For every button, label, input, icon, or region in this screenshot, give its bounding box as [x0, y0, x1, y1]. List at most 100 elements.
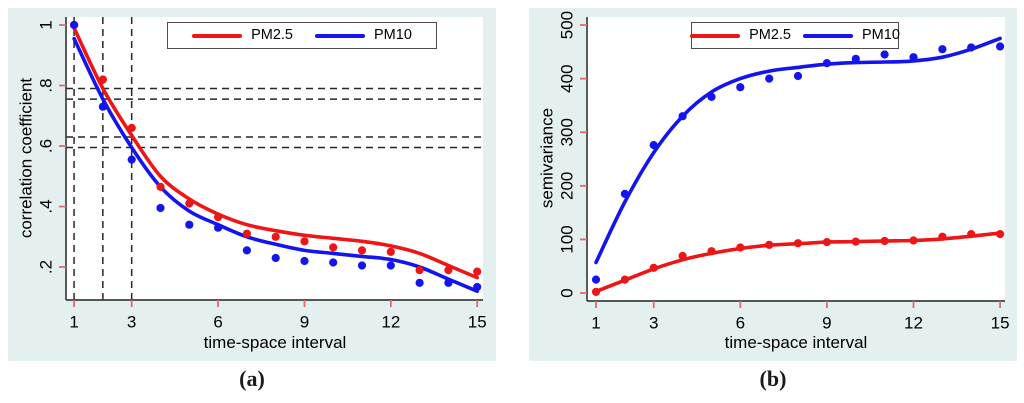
chart-a-canvas: 1 .8 .6 .4 .2 1 3 6 9 12 15	[37, 17, 487, 332]
pm25-data-point	[156, 182, 165, 191]
pm10-smooth-line	[72, 36, 479, 293]
pm10-data-point	[765, 74, 774, 83]
pm25-data-point	[765, 240, 774, 249]
pm25-data-point	[415, 266, 424, 275]
pm25-data-point	[620, 275, 629, 284]
y-tick-label: .4	[37, 199, 56, 213]
pm10-data-point	[242, 246, 251, 255]
legend-label-pm10: PM10	[374, 27, 412, 44]
pm25-data-point	[707, 247, 716, 256]
pm10-data-point	[156, 203, 165, 213]
pm10-data-point	[938, 45, 947, 54]
pm25-data-point	[357, 246, 367, 255]
pm10-data-point	[127, 155, 136, 164]
pm10-data-point	[70, 20, 79, 30]
chart-a-y-axis-title: correlation coefficient	[16, 77, 36, 239]
pm25-data-point	[214, 213, 223, 222]
pm10-data-point	[444, 278, 453, 287]
chart-a-legend: PM2.5 PM10	[167, 22, 437, 49]
pm10-data-point	[793, 71, 803, 81]
pm25-data-point	[185, 199, 194, 208]
pm25-data-point	[271, 232, 280, 241]
pm25-data-point	[591, 287, 601, 296]
pm10-data-point	[214, 223, 223, 232]
pm25-data-point	[938, 232, 947, 241]
pm10-smooth-line	[594, 36, 1002, 265]
x-tick-label: 1	[591, 314, 600, 333]
pm25-data-point	[880, 236, 889, 246]
y-tick-label: 100	[558, 225, 577, 253]
pm25-smooth-line	[72, 26, 479, 280]
pm25-data-point	[967, 230, 976, 239]
x-tick-label: 15	[468, 313, 487, 332]
pm10-data-point	[415, 278, 424, 287]
pm25-data-point	[909, 236, 918, 245]
pm10-data-point	[473, 282, 482, 292]
pm10-line-sample-icon	[803, 33, 854, 38]
pm10-data-point	[996, 42, 1005, 51]
y-tick-label: 1	[37, 20, 56, 29]
y-tick-label: 300	[558, 118, 577, 146]
x-tick-label: 3	[649, 314, 658, 333]
legend-entry-pm10: PM10	[315, 28, 412, 43]
chart-b-x-axis-title: time-space interval	[724, 333, 868, 352]
pm10-data-point	[620, 189, 629, 198]
pm10-data-point	[851, 54, 860, 63]
pm25-line-sample-icon	[192, 33, 243, 38]
pm10-data-point	[98, 102, 107, 111]
pm25-data-point	[444, 266, 453, 275]
x-tick-label: 6	[213, 313, 222, 332]
pm25-data-point	[127, 123, 136, 132]
pm25-data-point	[996, 230, 1005, 239]
x-tick-label: 12	[381, 313, 400, 332]
y-tick-label: .2	[37, 260, 56, 274]
pm10-data-point	[300, 256, 309, 266]
pm10-data-point	[329, 258, 338, 267]
y-tick-label: .8	[37, 78, 56, 92]
pm10-data-point	[736, 83, 745, 92]
chart-b-y-axis-title: semivariance	[537, 107, 557, 209]
pm25-data-point	[736, 243, 745, 252]
caption-b: (b)	[759, 366, 787, 391]
legend-label-pm25: PM2.5	[749, 27, 792, 44]
x-tick-label: 1	[69, 313, 78, 332]
y-tick-label: 0	[558, 288, 577, 297]
pm10-data-point	[591, 275, 601, 284]
chart-b-legend: PM2.5 PM10	[690, 22, 900, 49]
caption-a: (a)	[239, 366, 265, 391]
legend-label-pm25: PM2.5	[251, 27, 294, 44]
pm25-data-point	[242, 229, 251, 238]
plot-area	[587, 17, 1005, 301]
legend-entry-pm10: PM10	[803, 28, 900, 43]
pm25-data-point	[329, 243, 338, 252]
chart-panel-b: 0 100 200 300 400 500 1 3 6 9 12 15 PM2.5 PM10 semi…	[529, 8, 1017, 361]
pm10-data-point	[185, 220, 194, 229]
pm25-data-point	[300, 237, 309, 246]
pm25-data-point	[649, 263, 658, 272]
chart-panel-a: 1 .8 .6 .4 .2 1 3 6 9 12 15 PM2.5 PM10 correlation…	[8, 8, 496, 361]
chart-b-canvas: 0 100 200 300 400 500 1 3 6 9 12 15	[558, 11, 1010, 333]
y-tick-label: 200	[558, 172, 577, 200]
x-tick-label: 6	[736, 314, 745, 333]
pm25-data-point	[98, 75, 107, 84]
pm25-data-point	[793, 239, 803, 248]
x-tick-label: 9	[300, 313, 309, 332]
y-tick-label: 400	[558, 64, 577, 92]
x-tick-label: 15	[991, 314, 1010, 333]
pm10-data-point	[909, 53, 918, 62]
pm10-data-point	[707, 92, 716, 101]
y-tick-label: 500	[558, 11, 577, 39]
y-tick-label: .6	[37, 139, 56, 153]
pm25-data-point	[386, 247, 395, 256]
pm10-data-point	[357, 261, 367, 270]
x-tick-label: 9	[822, 314, 831, 333]
pm25-data-point	[678, 251, 687, 261]
chart-a-x-axis-title: time-space interval	[203, 333, 347, 352]
pm10-line-sample-icon	[315, 33, 366, 38]
pm10-data-point	[271, 253, 280, 263]
pm10-data-point	[880, 50, 889, 59]
pm10-data-point	[649, 141, 658, 150]
x-tick-label: 3	[127, 313, 136, 332]
legend-entry-pm25: PM2.5	[690, 28, 791, 43]
